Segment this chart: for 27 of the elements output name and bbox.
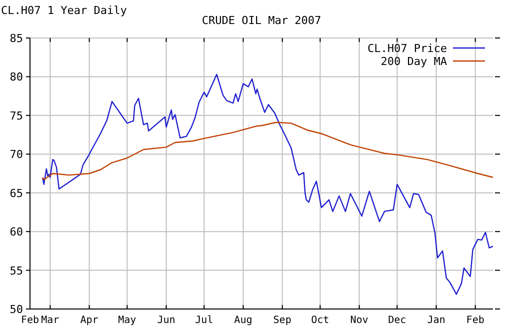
x-tick-label: Apr [80,315,98,326]
legend-label: 200 Day MA [380,55,448,68]
chart-subtitle: CL.H07 1 Year Daily [1,4,128,17]
x-tick-label: Mar [41,315,60,326]
line-series [42,122,494,180]
x-tick-label: May [118,315,136,326]
y-tick-label: 75 [10,109,23,122]
x-tick-label: Jul [195,315,214,326]
y-tick-label: 80 [10,70,23,84]
x-tick-label: Nov [350,315,368,326]
chart-title: CRUDE OIL Mar 2007 [202,14,322,27]
y-tick-label: 50 [10,303,23,316]
line-series [42,74,494,295]
x-tick-label: Jan [427,315,446,326]
x-tick-label: Dec [388,315,406,326]
x-tick-label: Jun [157,315,176,326]
legend-label: CL.H07 Price [368,42,447,55]
x-tick-label: Feb [466,315,484,326]
x-tick-label: Aug [234,315,252,326]
y-tick-label: 85 [10,32,23,45]
y-tick-label: 70 [10,148,23,162]
y-tick-label: 60 [10,226,23,239]
y-tick-label: 55 [10,264,23,278]
y-tick-label: 65 [10,186,23,200]
x-tick-label: Feb [20,315,40,326]
x-tick-label: Sep [273,315,292,326]
x-tick-label: Oct [311,315,330,326]
